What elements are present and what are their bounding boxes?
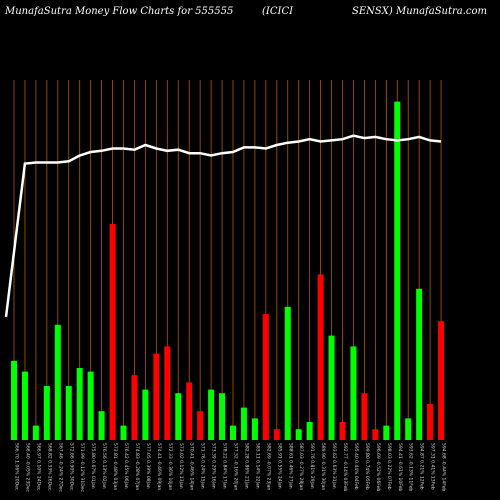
- flow-bar: [131, 375, 138, 440]
- x-tick-label: 573.81 -0.48% 03Jan: [112, 443, 118, 490]
- x-tick-label: 572.66 0.90% 30Dec: [68, 443, 74, 491]
- x-tick-label: 588.61 0.46% 27Jan: [287, 443, 293, 489]
- x-tick-label: 566.97 0.10% 24Dec: [35, 443, 41, 491]
- x-tick-label: 575.80 0.67% 01Jan: [90, 443, 96, 489]
- x-tick-label: 598.03 0.22% 07Feb: [386, 443, 392, 490]
- flow-bar: [328, 335, 335, 440]
- flow-bar: [394, 101, 401, 440]
- flow-bar: [339, 422, 346, 440]
- flow-bar: [175, 393, 182, 440]
- x-tick-label: 568.82 0.33% 26Dec: [46, 443, 52, 491]
- flow-bar: [11, 360, 17, 440]
- x-tick-label: 582.28 0.86% 21Jan: [243, 443, 249, 489]
- x-tick-label: 566.40 -0.05% 23Dec: [24, 443, 30, 492]
- flow-bar: [21, 371, 28, 440]
- chart-title-right: SENSX) MunafaSutra.com: [352, 6, 488, 17]
- flow-bars: [11, 101, 445, 440]
- x-tick-label: 593.62 0.63% 31Jan: [331, 443, 337, 489]
- chart-title-middle: (ICICI: [262, 6, 294, 17]
- x-tick-label: 567.46 -0.24% 27Dec: [57, 443, 63, 492]
- flow-bar: [295, 429, 302, 440]
- flow-bar: [153, 353, 160, 440]
- x-tick-label: 576.42 0.45% 06Jan: [123, 443, 129, 489]
- x-tick-label: 589.90 -0.31% 30Jan: [320, 443, 326, 490]
- flow-bar: [54, 324, 61, 440]
- x-tick-label: 596.69 -0.52% 06Feb: [375, 443, 381, 491]
- flow-bar: [43, 386, 50, 440]
- x-tick-label: 576.56 0.13% 02Jan: [101, 443, 107, 489]
- x-tick-label: 574.83 -0.28% 07Jan: [134, 443, 140, 490]
- flow-bar: [383, 425, 390, 440]
- flow-bar: [438, 321, 445, 440]
- flow-bar: [427, 404, 434, 440]
- x-tick-label: 591.76 0.81% 29Jan: [309, 443, 315, 489]
- flow-bar: [120, 425, 127, 440]
- flow-bar: [109, 224, 116, 440]
- x-tick-label: 582.69 -0.07% 23Jan: [265, 443, 271, 490]
- flow-bar: [405, 418, 412, 440]
- flow-bar: [416, 288, 423, 440]
- flow-bar: [186, 382, 193, 440]
- flow-bar: [98, 411, 105, 440]
- x-tick-label: 597.31 0.41% 13Feb: [430, 443, 436, 490]
- flow-bar: [317, 274, 324, 440]
- x-tick-label: 571.76 0.24% 15Jan: [200, 443, 206, 489]
- x-tick-label: 566.70 1.06% 20Dec: [14, 443, 20, 491]
- price-line: [4, 134, 442, 318]
- flow-bar: [273, 429, 280, 440]
- flow-bar: [251, 418, 258, 440]
- x-tick-label: 593.62 -0.13% 11Feb: [408, 443, 414, 491]
- x-tick-label: 585.91 0.55% 24Jan: [276, 443, 282, 489]
- x-tick-label: 573.02 0.12% 13Jan: [178, 443, 184, 489]
- x-axis-labels: 566.70 1.06% 20Dec 566.40 -0.05% 23Dec 566…: [14, 443, 447, 492]
- flow-bar: [142, 389, 149, 440]
- flow-bar: [350, 346, 357, 440]
- x-tick-label: 572.33 -0.36% 10Jan: [167, 443, 173, 490]
- flow-bar: [208, 389, 215, 440]
- x-tick-label: 574.41 -0.46% 09Jan: [156, 443, 162, 490]
- x-tick-label: 577.32 -0.16% 20Jan: [233, 443, 239, 490]
- flow-bar: [284, 306, 291, 440]
- chart-title-left: MunafaSutra Money Flow Charts for 555555: [5, 6, 234, 17]
- x-tick-label: 578.22 0.84% 17Jan: [222, 443, 228, 489]
- x-tick-label: 573.39 0.29% 16Jan: [211, 443, 217, 489]
- flow-bar: [372, 429, 379, 440]
- x-tick-label: 577.05 0.39% 08Jan: [145, 443, 151, 489]
- flow-bar: [197, 411, 204, 440]
- x-tick-label: 570.41 -0.46% 14Jan: [189, 443, 195, 490]
- x-tick-label: 587.03 -0.27% 28Jan: [298, 443, 304, 490]
- x-tick-label: 592.77 -0.14% 03Feb: [342, 443, 348, 491]
- flow-bar: [262, 314, 269, 440]
- x-tick-label: 594.68 -0.44% 14Feb: [441, 443, 447, 491]
- flow-bar: [164, 346, 171, 440]
- x-tick-label: 594.41 -0.61% 10Feb: [397, 443, 403, 491]
- x-tick-label: 571.99 -0.12% 31Dec: [79, 443, 85, 492]
- flow-bar: [65, 386, 72, 440]
- flow-bar: [240, 407, 247, 440]
- flow-bar: [361, 393, 368, 440]
- flow-bar: [76, 368, 83, 440]
- flow-bar: [306, 422, 313, 440]
- x-tick-label: 599.80 0.74% 05Feb: [364, 443, 370, 490]
- flow-bar: [32, 425, 39, 440]
- flow-bar: [219, 393, 226, 440]
- x-tick-label: 594.87 0.21% 12Feb: [419, 443, 425, 490]
- flow-bar: [87, 371, 94, 440]
- x-tick-label: 595.40 0.44% 04Feb: [353, 443, 359, 490]
- x-tick-label: 583.11 0.14% 22Jan: [254, 443, 260, 489]
- flow-bar: [230, 425, 236, 440]
